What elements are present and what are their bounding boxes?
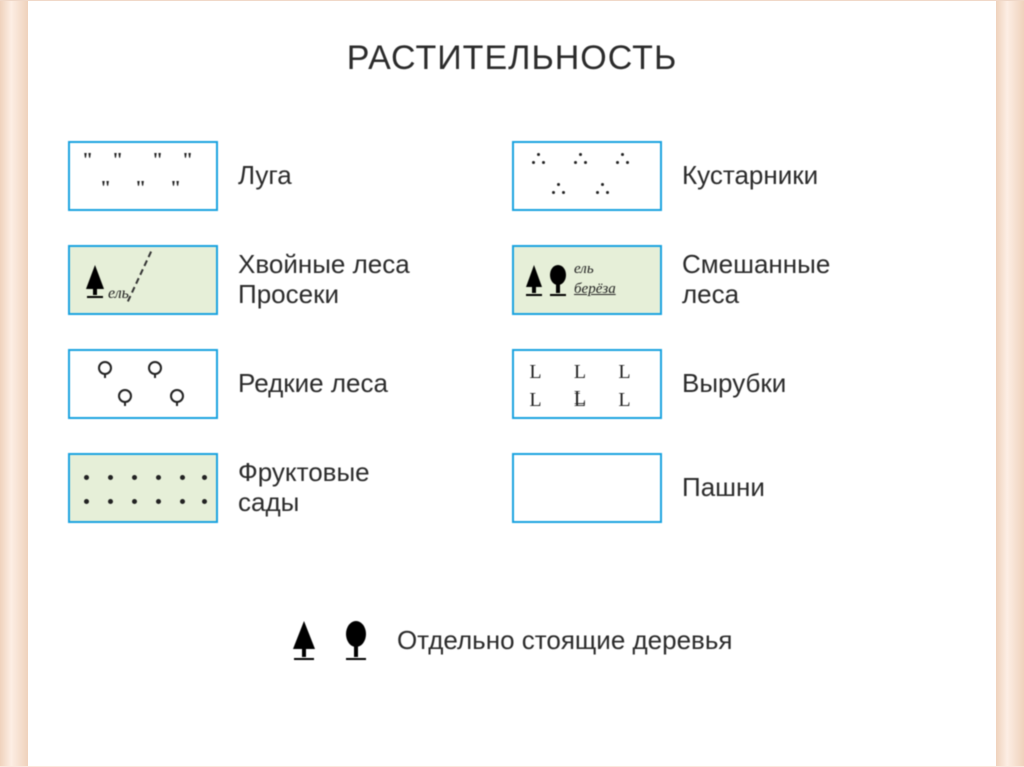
standalone-trees-icons [291, 621, 368, 661]
conifer-symbol: ель [70, 247, 216, 313]
swatch-arable [512, 453, 662, 523]
swatch-mixed: ель берёза [512, 245, 662, 315]
swatch-shrubs [512, 141, 662, 211]
legend-row: ель Хвойные леса Просеки [68, 245, 956, 315]
swatch-clearings: L L L L L L L [512, 349, 662, 419]
rare-symbol [70, 351, 216, 417]
label-standalone: Отдельно стоящие деревья [397, 626, 733, 656]
label-rare: Редкие леса [238, 369, 388, 399]
mixed-inline-b: берёза [574, 281, 616, 298]
legend-cell-rare: Редкие леса [68, 349, 512, 419]
legend-row: Редкие леса L L L L L L L Вырубки [68, 349, 956, 419]
legend-cell-clearings: L L L L L L L Вырубки [512, 349, 956, 419]
legend-cell-conifer: ель Хвойные леса Просеки [68, 245, 512, 315]
content-area: РАСТИТЕЛЬНОСТЬ " " " " " " " [28, 1, 996, 766]
slide-frame: РАСТИТЕЛЬНОСТЬ " " " " " " " [0, 0, 1024, 767]
proseki-slash-icon [127, 251, 154, 303]
conifer-tree-icon [84, 265, 106, 304]
legend-cell-orchards: Фруктовые сады [68, 453, 512, 523]
legend-cell-shrubs: Кустарники [512, 141, 956, 211]
label-orchards: Фруктовые сады [238, 458, 370, 518]
meadow-symbol: " " " " " " " [70, 143, 216, 209]
swatch-orchards [68, 453, 218, 523]
page-title: РАСТИТЕЛЬНОСТЬ [28, 1, 996, 86]
legend-cell-arable: Пашни [512, 453, 956, 523]
legend-cell-mixed: ель берёза Смешанные леса [512, 245, 956, 315]
orchard-symbol [70, 455, 216, 521]
legend-row: " " " " " " " Луга [68, 141, 956, 211]
deciduous-tree-icon [548, 265, 568, 302]
swatch-meadows: " " " " " " " [68, 141, 218, 211]
label-mixed: Смешанные леса [682, 250, 830, 310]
clearings-symbol: L L L L L L L [514, 351, 660, 417]
legend-bottom: Отдельно стоящие деревья [28, 621, 996, 661]
label-shrubs: Кустарники [682, 161, 818, 191]
label-meadows: Луга [238, 161, 292, 191]
swatch-rare [68, 349, 218, 419]
label-conifer: Хвойные леса Просеки [238, 250, 410, 310]
shrub-symbol [514, 143, 660, 209]
mixed-symbol: ель берёза [514, 247, 660, 313]
label-clearings: Вырубки [682, 369, 786, 399]
swatch-conifer: ель [68, 245, 218, 315]
legend-row: Фруктовые сады Пашни [68, 453, 956, 523]
legend-grid: " " " " " " " Луга [68, 141, 956, 557]
conifer-tree-icon [524, 265, 544, 302]
legend-cell-meadows: " " " " " " " Луга [68, 141, 512, 211]
label-arable: Пашни [682, 473, 765, 503]
mixed-inline-a: ель [574, 261, 594, 278]
